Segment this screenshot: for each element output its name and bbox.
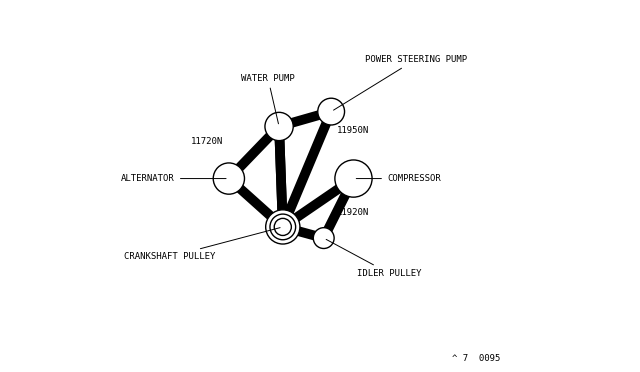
Ellipse shape <box>335 160 372 197</box>
Ellipse shape <box>213 163 244 194</box>
Text: ALTERNATOR: ALTERNATOR <box>121 174 226 183</box>
Text: 11720N: 11720N <box>191 137 223 146</box>
Text: 11950N: 11950N <box>337 126 369 135</box>
Text: CRANKSHAFT PULLEY: CRANKSHAFT PULLEY <box>124 228 280 261</box>
Text: COMPRESSOR: COMPRESSOR <box>356 174 441 183</box>
Ellipse shape <box>314 228 334 248</box>
Ellipse shape <box>265 112 293 141</box>
Text: ^ 7  0095: ^ 7 0095 <box>452 354 500 363</box>
Ellipse shape <box>318 98 344 125</box>
Text: IDLER PULLEY: IDLER PULLEY <box>326 240 422 278</box>
Ellipse shape <box>266 210 300 244</box>
Text: WATER PUMP: WATER PUMP <box>241 74 295 124</box>
Text: POWER STEERING PUMP: POWER STEERING PUMP <box>333 55 467 110</box>
Text: 11920N: 11920N <box>337 208 369 217</box>
